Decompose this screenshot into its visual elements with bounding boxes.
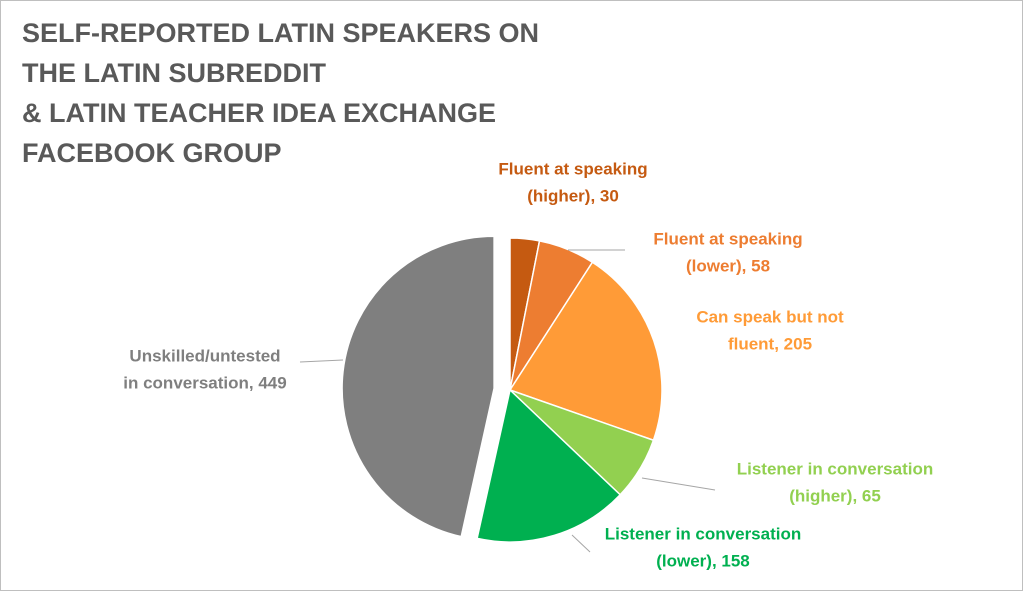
chart-title: SELF-REPORTED LATIN SPEAKERS ON: [22, 18, 539, 48]
leader-line: [299, 359, 344, 363]
leader-line: [641, 477, 716, 491]
data-label: fluent, 205: [728, 334, 812, 353]
data-label: Can speak but not: [696, 307, 844, 326]
pie-slice: [508, 261, 663, 442]
data-label: (lower), 158: [656, 551, 750, 570]
pie-slice: [341, 235, 495, 538]
data-label: (higher), 30: [527, 186, 619, 205]
data-label: Fluent at speaking: [653, 229, 802, 248]
leader-line: [571, 534, 591, 553]
data-label: in conversation, 449: [123, 373, 286, 392]
data-label: (lower), 58: [686, 256, 770, 275]
data-label: Listener in conversation: [737, 459, 934, 478]
pie-slice: [476, 388, 622, 543]
chart-title: & LATIN TEACHER IDEA EXCHANGE: [22, 98, 496, 128]
chart-title: FACEBOOK GROUP: [22, 138, 282, 168]
data-label: Fluent at speaking: [498, 159, 647, 178]
data-label: (higher), 65: [789, 486, 881, 505]
data-label: Unskilled/untested: [129, 346, 280, 365]
data-label: Listener in conversation: [605, 524, 802, 543]
chart-title: THE LATIN SUBREDDIT: [22, 58, 326, 88]
